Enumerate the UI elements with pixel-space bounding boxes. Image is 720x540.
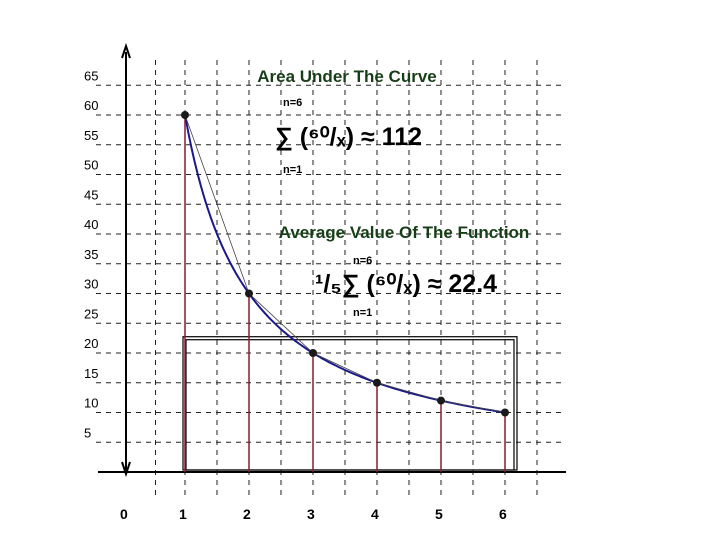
y-tick-labels: 5 10 15 20 25 30 35 40 45 50 55 60 65 — [84, 68, 98, 440]
stems — [184, 115, 506, 472]
y-tick-label: 65 — [84, 68, 98, 83]
y-tick-label: 10 — [84, 396, 98, 411]
y-axis-arrow-top — [121, 42, 131, 59]
x-tick-label: 3 — [307, 506, 315, 522]
y-tick-label: 35 — [84, 247, 98, 262]
area-formula: ∑ (⁶⁰/ₓ) ≈ 112 — [275, 123, 422, 151]
area-upper-limit: n=6 — [283, 97, 302, 109]
data-point — [181, 111, 189, 119]
x-tick-label: 1 — [179, 506, 187, 522]
x-tick-label: 5 — [435, 506, 443, 522]
y-tick-label: 55 — [84, 128, 98, 143]
x-tick-label: 2 — [243, 506, 251, 522]
annotation-area: Area Under The Curve n=6 ∑ (⁶⁰/ₓ) ≈ 112 … — [257, 67, 437, 176]
grid-lines — [96, 60, 566, 500]
curve-layer — [184, 114, 506, 414]
data-point — [501, 408, 509, 417]
x-tick-labels: 0 1 2 3 4 5 6 — [120, 506, 507, 522]
axes — [98, 42, 566, 478]
average-upper-limit: n=6 — [353, 255, 372, 267]
data-point — [373, 378, 381, 387]
average-value-box — [182, 336, 518, 471]
y-axis-arrow-bottom — [121, 461, 131, 478]
x-tick-label: 6 — [499, 506, 507, 522]
y-tick-label: 45 — [84, 187, 98, 202]
area-title: Area Under The Curve — [257, 67, 437, 86]
y-tick-label: 5 — [84, 425, 91, 440]
data-point — [245, 289, 253, 298]
y-tick-label: 30 — [84, 277, 98, 292]
data-points — [181, 111, 509, 417]
y-tick-label: 15 — [84, 366, 98, 381]
x-tick-label: 0 — [120, 506, 128, 522]
average-rectangle — [182, 336, 518, 471]
average-lower-limit: n=1 — [353, 307, 372, 319]
data-point — [437, 396, 445, 405]
x-tick-label: 4 — [371, 506, 379, 522]
y-tick-label: 25 — [84, 306, 98, 321]
y-tick-label: 60 — [84, 98, 98, 113]
data-point — [309, 349, 317, 357]
y-tick-label: 40 — [84, 217, 98, 232]
average-formula: ¹/₅∑ (⁶⁰/ₓ) ≈ 22.4 — [315, 270, 497, 298]
average-rectangle — [185, 339, 515, 471]
area-lower-limit: n=1 — [283, 164, 302, 176]
average-title: Average Value Of The Function — [279, 223, 530, 242]
y-tick-label: 20 — [84, 336, 98, 351]
annotation-average: Average Value Of The Function n=6 ¹/₅∑ (… — [279, 223, 530, 319]
secant-line — [184, 114, 506, 413]
y-tick-label: 50 — [84, 158, 98, 173]
